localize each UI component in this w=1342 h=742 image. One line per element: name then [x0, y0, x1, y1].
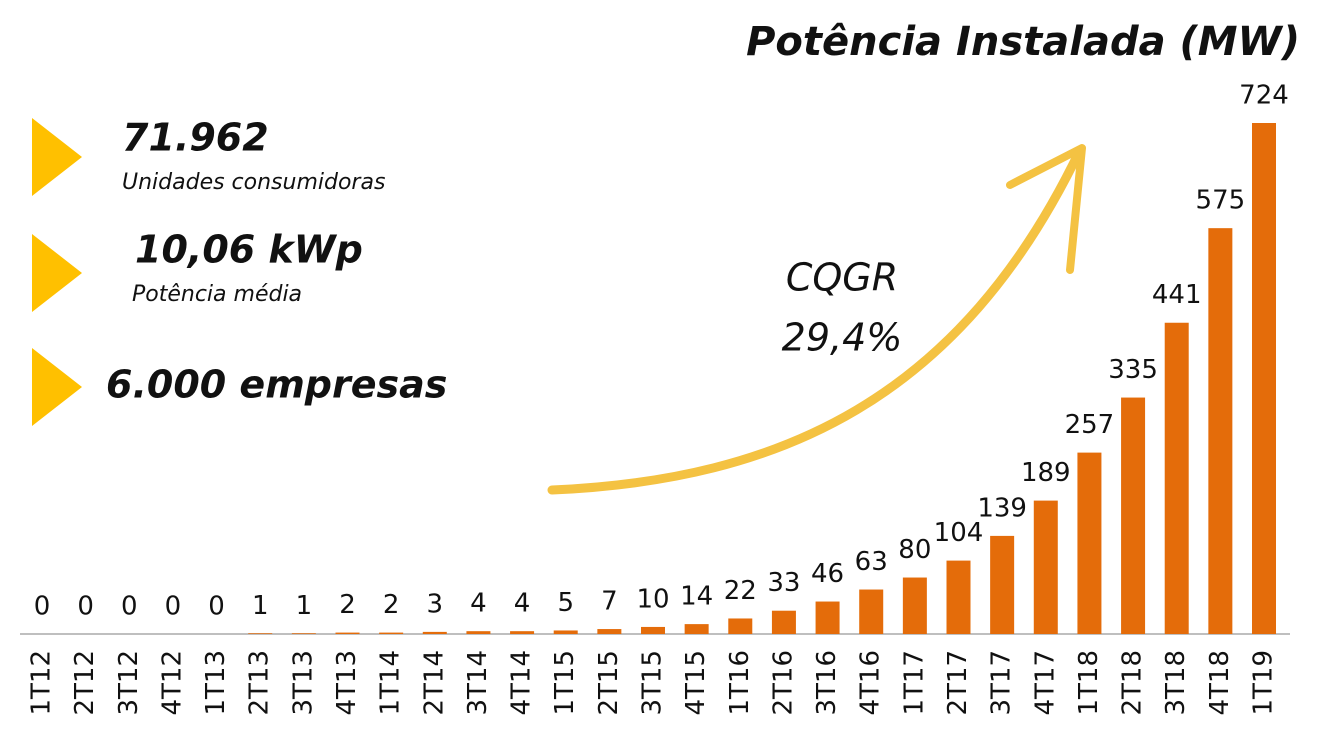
- bar: [1252, 123, 1276, 634]
- chart: Potência Instalada (MW) 71.962 Unidades …: [0, 0, 1342, 742]
- x-tick-label: 2T16: [768, 650, 798, 716]
- bar: [1208, 228, 1232, 634]
- value-label: 63: [855, 547, 888, 577]
- value-label: 3: [427, 589, 444, 619]
- value-label: 335: [1108, 355, 1158, 385]
- x-tick-label: 1T19: [1249, 650, 1279, 716]
- x-tick-label: 4T12: [157, 650, 187, 716]
- value-label: 2: [383, 590, 400, 620]
- bar: [423, 632, 447, 634]
- bullet: [32, 118, 82, 196]
- bar: [947, 561, 971, 634]
- bullet: [32, 348, 82, 426]
- bar: [1034, 501, 1058, 634]
- x-tick-label: 4T18: [1205, 650, 1235, 716]
- x-tick-label: 4T13: [332, 650, 362, 716]
- value-label: 46: [811, 559, 844, 589]
- value-label: 724: [1239, 81, 1289, 111]
- bar: [510, 631, 534, 634]
- x-tick-label: 3T16: [812, 650, 842, 716]
- bar: [685, 624, 709, 634]
- value-label: 0: [121, 592, 138, 622]
- x-tick-label: 1T18: [1074, 650, 1104, 716]
- value-label: 22: [724, 576, 757, 606]
- x-tick-label: 1T17: [899, 650, 929, 716]
- x-tick-label: 2T14: [419, 650, 449, 716]
- x-tick-label: 1T12: [27, 650, 57, 716]
- x-tick-label: 3T14: [463, 650, 493, 716]
- value-label: 0: [165, 592, 182, 622]
- bullet: [32, 234, 82, 312]
- chart-title: Potência Instalada (MW): [746, 19, 1300, 65]
- bar: [1165, 323, 1189, 634]
- bar: [597, 629, 621, 634]
- highlight-label: Unidades consumidoras: [122, 170, 385, 195]
- x-tick-label: 1T14: [376, 650, 406, 716]
- x-tick-label: 2T18: [1118, 650, 1148, 716]
- bar: [903, 578, 927, 634]
- value-label: 1: [296, 591, 313, 621]
- bar: [990, 536, 1014, 634]
- value-label: 257: [1065, 410, 1115, 440]
- bar: [728, 618, 752, 634]
- x-tick-label: 2T12: [70, 650, 100, 716]
- x-tick-label: 3T12: [114, 650, 144, 716]
- value-label: 5: [557, 588, 574, 618]
- bar: [466, 631, 490, 634]
- bar: [379, 633, 403, 634]
- growth-arrow: CQGR 29,4%: [552, 148, 1082, 490]
- highlight-label: Potência média: [132, 282, 302, 307]
- x-tick-label: 3T13: [288, 650, 318, 716]
- value-label: 80: [898, 535, 931, 565]
- value-label: 2: [339, 590, 356, 620]
- value-label: 4: [514, 589, 531, 619]
- value-label: 33: [767, 568, 800, 598]
- x-tick-label: 4T17: [1030, 650, 1060, 716]
- bar: [248, 633, 272, 634]
- value-label: 575: [1196, 186, 1246, 216]
- value-label: 10: [636, 584, 669, 614]
- value-label: 189: [1021, 458, 1071, 488]
- x-tick-label: 4T15: [681, 650, 711, 716]
- value-label: 14: [680, 582, 713, 612]
- x-tick-label: 4T16: [856, 650, 886, 716]
- value-label: 104: [934, 518, 984, 548]
- value-label: 4: [470, 589, 487, 619]
- bar: [1121, 398, 1145, 634]
- highlight-value: 71.962: [122, 116, 269, 160]
- x-tick-label: 1T13: [201, 650, 231, 716]
- growth-label: CQGR: [786, 256, 898, 300]
- growth-value: 29,4%: [782, 316, 903, 360]
- value-label: 1: [252, 591, 269, 621]
- value-label: 441: [1152, 280, 1202, 310]
- bar: [1077, 453, 1101, 634]
- x-tick-label: 2T15: [594, 650, 624, 716]
- x-tick-label: 3T18: [1161, 650, 1191, 716]
- highlights: 71.962 Unidades consumidoras 10,06 kWp P…: [32, 116, 447, 427]
- bar: [641, 627, 665, 634]
- value-label: 0: [34, 592, 51, 622]
- highlight-value: 6.000 empresas: [106, 363, 447, 407]
- x-tick-label: 4T14: [507, 650, 537, 716]
- value-label: 7: [601, 587, 618, 617]
- bar: [554, 630, 578, 634]
- x-tick-label: 1T15: [550, 650, 580, 716]
- x-tick-label: 2T17: [943, 650, 973, 716]
- value-label: 0: [208, 592, 225, 622]
- bar: [816, 602, 840, 634]
- x-tick-label: 1T16: [725, 650, 755, 716]
- bar: [859, 590, 883, 634]
- x-tick-label: 3T15: [638, 650, 668, 716]
- value-label: 0: [77, 592, 94, 622]
- x-tick-label: 3T17: [987, 650, 1017, 716]
- bar: [292, 633, 316, 634]
- bar: [336, 633, 360, 634]
- x-tick-label: 2T13: [245, 650, 275, 716]
- bar: [772, 611, 796, 634]
- highlight-value: 10,06 kWp: [135, 228, 363, 272]
- value-label: 139: [977, 493, 1027, 523]
